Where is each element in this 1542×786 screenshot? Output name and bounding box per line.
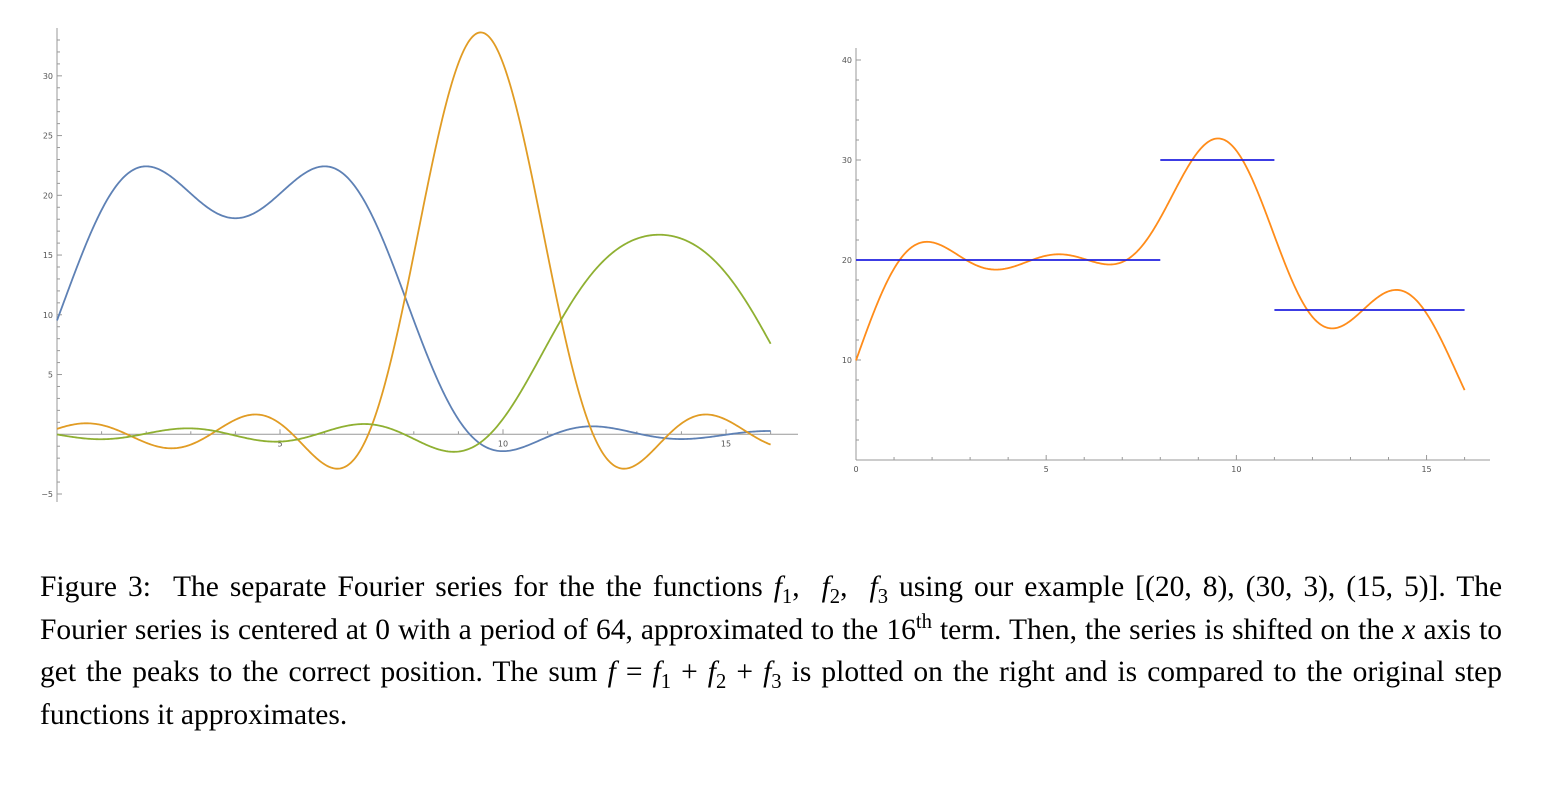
series-line-f1 (56, 165, 771, 453)
y-tick-label: 20 (43, 191, 53, 200)
y-tick-label: 30 (43, 72, 53, 81)
y-tick-label: −5 (41, 490, 53, 499)
y-tick-label: 25 (43, 132, 53, 141)
x-tick-label: 5 (1044, 465, 1049, 474)
x-tick-label: 10 (1231, 465, 1241, 474)
y-tick-label: 40 (842, 56, 852, 65)
caption-text-5: is plotted on the right and is compared … (40, 656, 1502, 731)
caption-sup: th (915, 610, 932, 633)
series-line-f3 (56, 233, 772, 453)
x-tick-label: 15 (1421, 465, 1431, 474)
left-chart-separate-series: 5 10 15 −5 5 10 15 20 25 30 (41, 28, 798, 502)
sum-series-line (855, 137, 1466, 391)
caption-text-4: axis to get the peaks to the correct pos… (40, 613, 1503, 689)
caption-text-3: term. Then, the series is shifted on the (931, 613, 1403, 646)
y-tick-label: 15 (43, 251, 53, 260)
series-line-f2 (56, 31, 771, 470)
figure-plots: 5 10 15 −5 5 10 15 20 25 30 0 5 10 15 10 20 30 40 (41, 28, 1490, 502)
y-tick-label: 10 (842, 356, 852, 365)
x-tick-label: 5 (277, 439, 282, 448)
y-tick-label: 10 (43, 311, 53, 320)
figure-caption: Figure 3: The separate Fourier series fo… (40, 571, 1503, 731)
caption-text-2: using our example [(20, 8), (30, 3), (15… (40, 571, 1503, 646)
y-tick-label: 30 (842, 156, 852, 165)
x-tick-label: 15 (721, 439, 731, 448)
y-tick-label: 5 (48, 371, 53, 380)
caption-text-1: The separate Fourier series for the the … (172, 571, 774, 603)
x-tick-label: 0 (853, 465, 858, 474)
x-tick-label: 10 (498, 439, 508, 448)
right-chart-sum-vs-steps: 0 5 10 15 10 20 30 40 (842, 48, 1490, 474)
y-tick-label: 20 (842, 256, 852, 265)
caption-label: Figure 3: (40, 571, 151, 603)
